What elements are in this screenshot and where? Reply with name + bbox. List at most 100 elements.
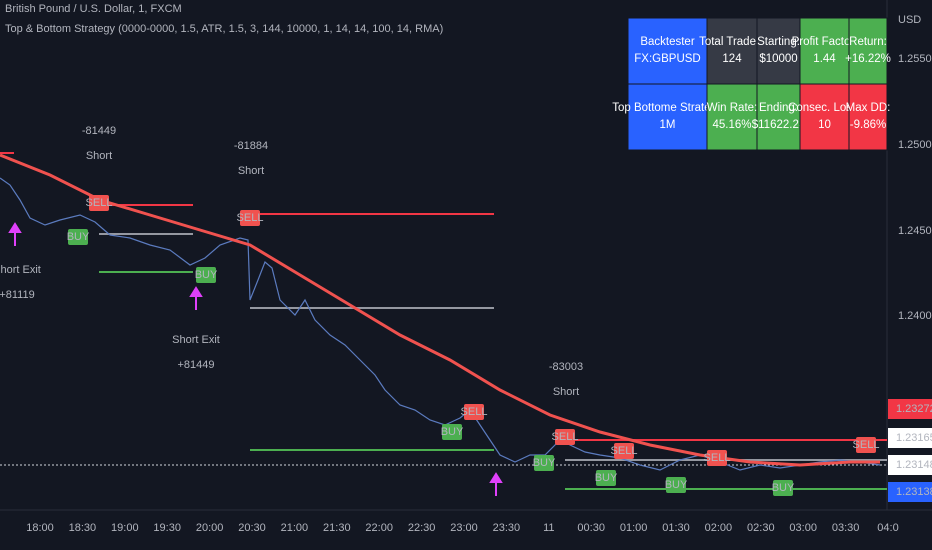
price-tag-label: 1.23138	[896, 486, 932, 498]
signal-label: SELL	[552, 431, 579, 443]
trade-annotation: Short	[238, 165, 264, 177]
signal-box	[555, 429, 575, 445]
signal-box	[240, 210, 260, 226]
trade-annotation: -81449	[82, 125, 116, 137]
stats-text: 124	[722, 53, 742, 65]
stats-text: Total Trades:	[699, 36, 765, 48]
signal-box	[707, 450, 727, 466]
signal-label: BUY	[195, 269, 218, 281]
stats-text: 45.16%	[712, 119, 751, 131]
signal-box	[68, 229, 88, 245]
stats-text: Consec. Loss:	[788, 102, 861, 114]
price-label: 1.24500	[898, 225, 932, 237]
trade-annotation: +81119	[0, 289, 35, 301]
time-label: 22:30	[408, 522, 436, 534]
time-label: 01:00	[620, 522, 648, 534]
time-label: 02:00	[705, 522, 733, 534]
signal-box	[773, 480, 793, 496]
stats-text: Ending:	[759, 102, 798, 114]
time-label: 21:30	[323, 522, 351, 534]
trade-annotation: Short Exit	[172, 334, 220, 346]
time-label: 18:30	[69, 522, 97, 534]
stats-text: Win Rate:	[707, 102, 758, 114]
price-label: 1.25500	[898, 53, 932, 65]
time-label: 03:30	[832, 522, 860, 534]
price-label: 1.25000	[898, 139, 932, 151]
signal-box	[196, 267, 216, 283]
time-label: 23:00	[450, 522, 478, 534]
stats-cell	[848, 83, 888, 151]
price-tag-label: 1.23148	[896, 459, 932, 471]
stats-text: Return:	[849, 36, 887, 48]
stats-cell	[848, 17, 888, 85]
signal-label: BUY	[772, 482, 795, 494]
exit-arrows	[8, 222, 503, 496]
time-label: 02:30	[747, 522, 775, 534]
stats-text: FX:GBPUSD	[634, 53, 700, 65]
stats-text: Profit Factor:	[792, 36, 858, 48]
price-tag	[888, 482, 932, 502]
trade-annotation: +81449	[177, 359, 214, 371]
signal-label: BUY	[67, 231, 90, 243]
stats-text: +16.22%	[845, 53, 891, 65]
currency: USD	[898, 14, 921, 26]
time-label: 04:0	[877, 522, 898, 534]
signal-box	[442, 424, 462, 440]
trade-annotation: Short	[86, 150, 112, 162]
trade-annotation: -83003	[549, 361, 583, 373]
price-line	[0, 177, 881, 471]
trade-annotation: -81884	[234, 140, 268, 152]
signal-label: SELL	[853, 439, 880, 451]
symbol-title: British Pound / U.S. Dollar, 1, FXCM	[5, 3, 182, 15]
trade-annotation: Short Exit	[0, 264, 41, 276]
price-tag-label: 1.23165	[896, 432, 932, 444]
signal-box	[614, 443, 634, 459]
stats-cell	[627, 83, 708, 151]
time-label: 11	[543, 522, 554, 534]
moving-average	[0, 153, 880, 467]
stats-cell	[799, 17, 850, 85]
price-tag	[888, 428, 932, 448]
indicator-title: Top & Bottom Strategy (0000-0000, 1.5, A…	[5, 23, 443, 35]
price-tag	[888, 455, 932, 475]
stats-text: 1.44	[813, 53, 836, 65]
signal-label: BUY	[595, 472, 618, 484]
stats-text: $11622.28	[752, 119, 806, 131]
signal-label: SELL	[611, 445, 638, 457]
signal-box	[89, 195, 109, 211]
stats-cell	[706, 17, 758, 85]
price-tag	[888, 399, 932, 419]
price-label: 1.24000	[898, 310, 932, 322]
time-label: 21:00	[281, 522, 309, 534]
signal-box	[464, 404, 484, 420]
signal-label: SELL	[237, 212, 264, 224]
signal-label: SELL	[704, 452, 731, 464]
signal-label: SELL	[461, 406, 488, 418]
stats-text: -9.86%	[850, 119, 886, 131]
time-label: 22:00	[365, 522, 393, 534]
stats-cell	[627, 17, 708, 85]
time-label: 18:00	[26, 522, 54, 534]
signal-box	[534, 455, 554, 471]
time-label: 03:00	[789, 522, 817, 534]
trade-annotation: Short	[553, 386, 579, 398]
signal-box	[596, 470, 616, 486]
stats-text: Backtester	[640, 36, 694, 48]
signal-box	[666, 477, 686, 493]
time-label: 00:30	[577, 522, 605, 534]
stats-cell	[706, 83, 758, 151]
stats-cell	[756, 83, 801, 151]
signal-label: BUY	[441, 426, 464, 438]
stats-cell	[756, 17, 801, 85]
stats-text: Starting:	[757, 36, 800, 48]
stats-text: Max DD:	[846, 102, 891, 114]
stats-cell	[799, 83, 850, 151]
time-label: 01:30	[662, 522, 690, 534]
time-label: 19:30	[153, 522, 181, 534]
signal-label: BUY	[533, 457, 556, 469]
stats-text: 10	[818, 119, 831, 131]
time-label: 20:00	[196, 522, 224, 534]
stats-text: $10000	[759, 53, 797, 65]
price-tag-label: 1.23272	[896, 403, 932, 415]
